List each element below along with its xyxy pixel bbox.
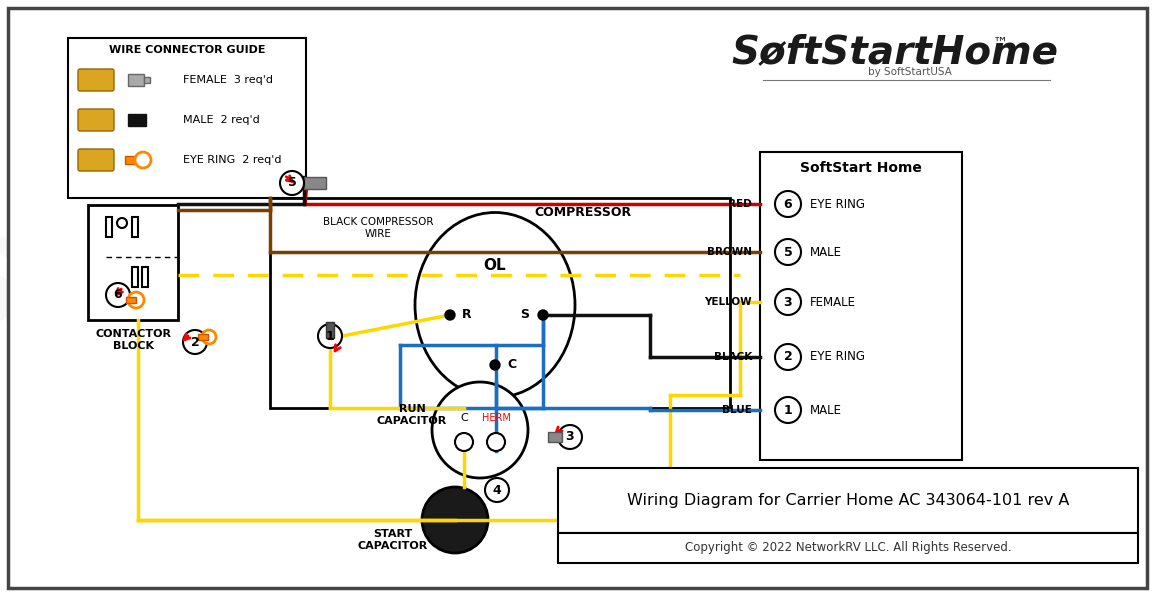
Bar bbox=[88, 205, 178, 320]
Text: 2: 2 bbox=[191, 336, 200, 349]
Text: FEMALE  3 req'd: FEMALE 3 req'd bbox=[182, 75, 273, 85]
Text: S: S bbox=[520, 309, 529, 321]
Text: 4: 4 bbox=[493, 483, 501, 496]
Circle shape bbox=[432, 382, 528, 478]
Text: 2: 2 bbox=[783, 350, 792, 364]
Bar bbox=[326, 322, 334, 338]
Text: 5: 5 bbox=[288, 176, 297, 190]
Text: 6: 6 bbox=[784, 197, 792, 210]
Text: EYE RING: EYE RING bbox=[810, 350, 865, 364]
Bar bbox=[304, 177, 326, 189]
Circle shape bbox=[455, 433, 474, 451]
Text: COMPRESSOR: COMPRESSOR bbox=[535, 206, 632, 219]
Text: 6: 6 bbox=[113, 288, 122, 302]
Circle shape bbox=[422, 487, 489, 553]
Text: 3: 3 bbox=[566, 430, 574, 443]
Circle shape bbox=[445, 310, 455, 320]
Bar bbox=[132, 267, 137, 287]
Circle shape bbox=[490, 360, 500, 370]
Text: BROWN: BROWN bbox=[707, 247, 752, 257]
Text: SoftStartUSA: SoftStartUSA bbox=[0, 231, 847, 349]
Bar bbox=[198, 334, 208, 340]
Text: MALE: MALE bbox=[810, 403, 842, 417]
Bar bbox=[128, 74, 144, 86]
Circle shape bbox=[487, 433, 505, 451]
Circle shape bbox=[280, 171, 304, 195]
Text: RED: RED bbox=[729, 199, 752, 209]
FancyBboxPatch shape bbox=[79, 69, 114, 91]
Circle shape bbox=[775, 344, 802, 370]
Text: R: R bbox=[462, 309, 471, 321]
Text: EYE RING  2 req'd: EYE RING 2 req'd bbox=[182, 155, 282, 165]
Circle shape bbox=[117, 218, 127, 228]
Circle shape bbox=[318, 324, 342, 348]
Bar bbox=[760, 152, 962, 460]
Bar bbox=[142, 267, 148, 287]
Text: BLUE: BLUE bbox=[722, 405, 752, 415]
Circle shape bbox=[775, 289, 802, 315]
Bar bbox=[125, 156, 137, 164]
Ellipse shape bbox=[415, 213, 575, 398]
Text: SøftStartHome: SøftStartHome bbox=[731, 33, 1058, 71]
FancyBboxPatch shape bbox=[79, 109, 114, 131]
Text: CONTACTOR
BLOCK: CONTACTOR BLOCK bbox=[95, 329, 171, 351]
Bar bbox=[144, 77, 150, 83]
Text: 5: 5 bbox=[783, 246, 792, 259]
Text: 3: 3 bbox=[784, 296, 792, 309]
Text: YELLOW: YELLOW bbox=[705, 297, 752, 307]
Text: WIRE CONNECTOR GUIDE: WIRE CONNECTOR GUIDE bbox=[109, 45, 266, 55]
Bar bbox=[547, 432, 562, 442]
Bar bbox=[270, 198, 730, 408]
Circle shape bbox=[558, 425, 582, 449]
Bar bbox=[106, 217, 112, 237]
Text: ™: ™ bbox=[992, 36, 1007, 51]
Text: C: C bbox=[507, 359, 516, 371]
Circle shape bbox=[775, 191, 802, 217]
Circle shape bbox=[135, 152, 151, 168]
Text: 1: 1 bbox=[326, 330, 335, 343]
Circle shape bbox=[202, 330, 216, 344]
Circle shape bbox=[106, 283, 131, 307]
Text: BLACK: BLACK bbox=[714, 352, 752, 362]
Text: SoftStartUSA: SoftStartUSA bbox=[243, 386, 917, 474]
Text: START
CAPACITOR: START CAPACITOR bbox=[358, 529, 429, 551]
Circle shape bbox=[485, 478, 509, 502]
Circle shape bbox=[775, 239, 802, 265]
Circle shape bbox=[182, 330, 207, 354]
Bar bbox=[68, 38, 306, 198]
Text: Wiring Diagram for Carrier Home AC 343064-101 rev A: Wiring Diagram for Carrier Home AC 34306… bbox=[627, 493, 1070, 508]
Circle shape bbox=[775, 397, 802, 423]
Text: OL: OL bbox=[484, 257, 506, 272]
Bar bbox=[126, 297, 136, 303]
Text: by SoftStartUSA: by SoftStartUSA bbox=[869, 67, 952, 77]
Bar bbox=[132, 217, 137, 237]
Text: 1: 1 bbox=[783, 403, 792, 417]
Text: HERM: HERM bbox=[482, 413, 511, 423]
Circle shape bbox=[538, 310, 547, 320]
Text: C: C bbox=[460, 413, 468, 423]
Text: MALE: MALE bbox=[810, 246, 842, 259]
Text: EYE RING: EYE RING bbox=[810, 197, 865, 210]
Bar bbox=[128, 114, 146, 126]
Circle shape bbox=[128, 292, 144, 308]
Bar bbox=[558, 468, 1138, 533]
Text: RUN
CAPACITOR: RUN CAPACITOR bbox=[377, 404, 447, 426]
Text: BLACK COMPRESSOR
WIRE: BLACK COMPRESSOR WIRE bbox=[322, 217, 433, 239]
Text: FEMALE: FEMALE bbox=[810, 296, 856, 309]
Text: Copyright © 2022 NetworkRV LLC. All Rights Reserved.: Copyright © 2022 NetworkRV LLC. All Righ… bbox=[685, 542, 1012, 554]
FancyBboxPatch shape bbox=[79, 149, 114, 171]
Text: SoftStart Home: SoftStart Home bbox=[800, 161, 922, 175]
Text: MALE  2 req'd: MALE 2 req'd bbox=[182, 115, 260, 125]
Bar bbox=[558, 533, 1138, 563]
